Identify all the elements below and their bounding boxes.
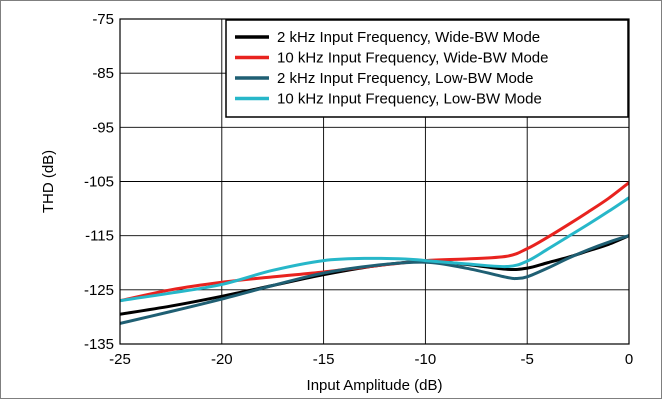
x-tick-label: -20 <box>211 351 233 368</box>
y-tick-label: -135 <box>84 336 114 353</box>
legend-label: 2 kHz Input Frequency, Wide-BW Mode <box>277 29 540 46</box>
series-layer <box>120 181 629 325</box>
y-tick-label: -85 <box>92 65 114 82</box>
legend-label: 10 kHz Input Frequency, Low-BW Mode <box>277 91 542 108</box>
legend-label: 10 kHz Input Frequency, Wide-BW Mode <box>277 50 549 67</box>
y-tick-label: -95 <box>92 119 114 136</box>
x-tick-label: -10 <box>415 351 437 368</box>
x-tick-label: -15 <box>313 351 335 368</box>
x-tick-labels: -25 -20 -15 -10 -5 0 <box>109 351 633 368</box>
legend: 2 kHz Input Frequency, Wide-BW Mode 10 kH… <box>225 19 629 118</box>
plot-border <box>119 18 630 345</box>
y-tick-labels: -75 -85 -95 -105 -115 -125 -135 <box>84 11 114 353</box>
y-tick-label: -125 <box>84 282 114 299</box>
legend-label: 2 kHz Input Frequency, Low-BW Mode <box>277 70 534 87</box>
y-tick-label: -75 <box>92 11 114 28</box>
x-tick-label: 0 <box>625 351 633 368</box>
y-tick-label: -115 <box>85 228 114 245</box>
x-tick-label: -25 <box>109 351 131 368</box>
y-tick-label: -105 <box>84 174 114 191</box>
series-line-4 <box>120 196 629 303</box>
series-line-2 <box>120 181 629 303</box>
y-axis-label: THD (dB) <box>40 150 57 213</box>
series-line-3 <box>120 234 629 325</box>
legend-box <box>225 19 629 118</box>
x-tick-label: -5 <box>521 351 534 368</box>
x-axis-label: Input Amplitude (dB) <box>307 377 443 394</box>
